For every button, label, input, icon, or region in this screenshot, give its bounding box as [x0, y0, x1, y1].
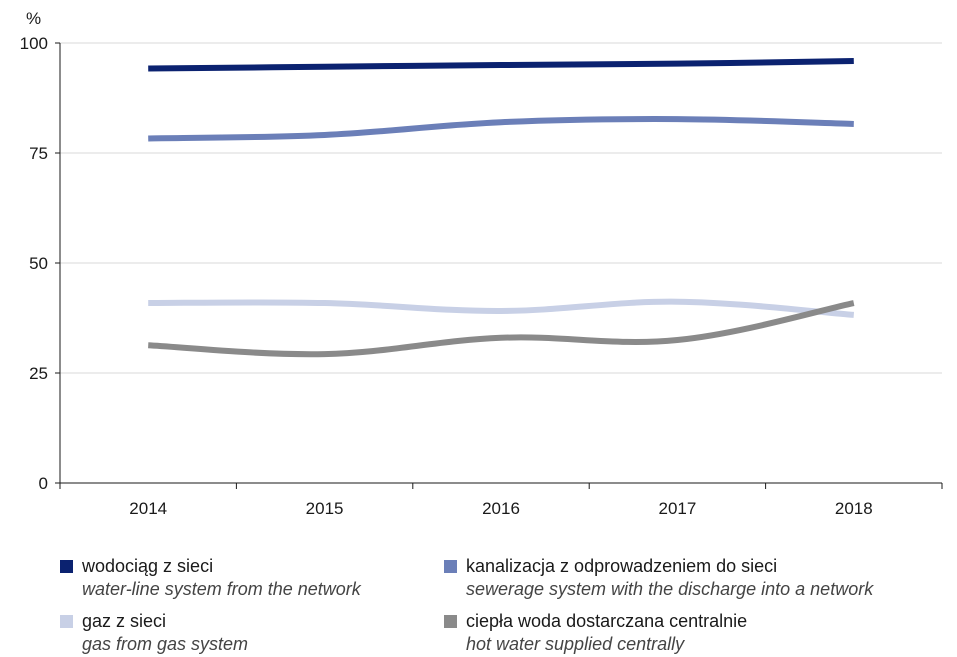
- series-lines: [148, 58, 855, 358]
- y-tick-label-50: 50: [29, 254, 48, 273]
- legend: wodociąg z sieci water-line system from …: [0, 555, 957, 655]
- y-tick-label-0: 0: [39, 474, 48, 493]
- y-tick-label-25: 25: [29, 364, 48, 383]
- legend-series-name: ciepła woda dostarczana centralnie: [466, 611, 748, 631]
- x-tick-label-2018: 2018: [835, 499, 873, 518]
- series-line-1: [148, 116, 854, 142]
- tick-labels: 0 25 50 75 100 2014 2015 2016 2017 2018: [20, 34, 873, 518]
- legend-swatch: [444, 560, 457, 573]
- y-tick-label-100: 100: [20, 34, 48, 53]
- legend-series-name: gaz z sieci: [82, 611, 167, 631]
- x-tick-label-2015: 2015: [306, 499, 344, 518]
- legend-swatch: [60, 615, 73, 628]
- legend-series-name: kanalizacja z odprowadzeniem do sieci: [466, 556, 778, 576]
- x-tick-label-2017: 2017: [658, 499, 696, 518]
- legend-series-description: gas from gas system: [82, 634, 249, 654]
- legend-series-description: hot water supplied centrally: [466, 634, 685, 654]
- line-chart: 0 25 50 75 100 2014 2015 2016 2017 2018 %: [20, 9, 943, 518]
- x-tick-label-2016: 2016: [482, 499, 520, 518]
- legend-series-name: wodociąg z sieci: [82, 556, 214, 576]
- grid-lines: [60, 42, 942, 374]
- y-tick-label-75: 75: [29, 144, 48, 163]
- series-line-0: [148, 58, 854, 72]
- axes: [55, 42, 943, 489]
- legend-series-description: sewerage system with the discharge into …: [466, 579, 874, 599]
- x-tick-label-2014: 2014: [129, 499, 167, 518]
- legend-swatch: [60, 560, 73, 573]
- legend-swatch: [444, 615, 457, 628]
- legend-series-description: water-line system from the network: [82, 579, 361, 599]
- y-axis-unit-label: %: [26, 9, 41, 28]
- series-line-2: [148, 298, 855, 318]
